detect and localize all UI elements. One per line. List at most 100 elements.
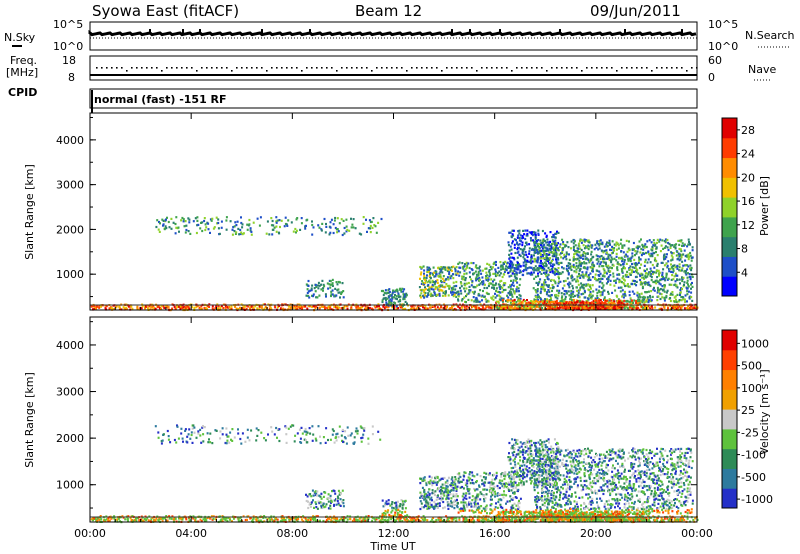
range-time-cell <box>696 518 699 521</box>
range-time-cell <box>439 273 442 276</box>
range-time-cell <box>670 251 673 254</box>
freq-dot <box>211 67 213 69</box>
range-time-cell <box>512 279 515 282</box>
range-time-cell <box>570 301 573 304</box>
range-time-cell <box>374 519 377 522</box>
range-time-cell <box>533 277 536 280</box>
range-time-cell <box>632 241 635 245</box>
range-time-cell <box>546 248 549 251</box>
range-time-cell <box>343 226 346 230</box>
range-time-cell <box>637 296 640 299</box>
range-time-cell <box>213 226 216 229</box>
range-time-cell <box>323 305 326 308</box>
range-time-cell <box>556 272 558 275</box>
range-time-cell <box>498 270 501 273</box>
range-time-cell <box>688 306 691 309</box>
range-time-cell <box>614 281 617 284</box>
range-time-cell <box>587 283 590 286</box>
range-time-cell <box>240 216 242 219</box>
range-time-cell <box>317 224 320 227</box>
range-time-cell <box>166 304 169 307</box>
range-time-cell <box>313 287 316 290</box>
range-time-cell <box>608 299 611 302</box>
range-time-cell <box>399 519 401 522</box>
range-time-cell <box>512 269 515 272</box>
range-time-cell <box>659 307 662 310</box>
range-time-cell <box>229 431 232 434</box>
freq-dot <box>136 67 138 69</box>
range-time-cell <box>515 264 517 267</box>
range-time-cell <box>581 271 584 274</box>
range-time-cell <box>641 243 644 246</box>
range-time-cell <box>694 306 697 310</box>
range-time-cell <box>551 289 553 293</box>
range-time-cell <box>537 256 540 259</box>
range-time-cell <box>418 286 421 289</box>
range-time-cell <box>296 307 299 310</box>
range-time-cell <box>569 265 572 268</box>
range-time-cell <box>671 258 674 261</box>
range-time-cell <box>555 260 558 263</box>
range-time-cell <box>258 305 261 308</box>
range-time-cell <box>460 285 463 288</box>
range-time-cell <box>554 270 557 273</box>
range-time-cell <box>655 279 658 282</box>
range-time-cell <box>680 239 683 242</box>
range-time-cell <box>593 264 596 267</box>
range-time-cell <box>639 274 642 278</box>
range-time-cell <box>423 274 426 277</box>
range-time-cell <box>638 259 641 262</box>
range-time-cell <box>464 279 467 282</box>
range-time-cell <box>636 268 639 272</box>
range-time-cell <box>166 306 169 309</box>
range-time-cell <box>557 294 560 297</box>
range-time-cell <box>518 239 521 242</box>
range-time-cell <box>432 516 435 519</box>
range-time-cell <box>452 281 455 284</box>
range-time-cell <box>154 307 157 310</box>
range-time-cell <box>135 519 138 523</box>
range-time-cell <box>503 283 506 287</box>
colorbar-segment <box>722 177 737 198</box>
range-time-cell <box>467 281 470 285</box>
range-time-cell <box>436 281 439 284</box>
freq-dot <box>156 67 158 69</box>
range-time-cell <box>579 256 582 259</box>
range-time-cell <box>557 270 559 273</box>
freq-dot <box>286 67 288 69</box>
range-time-cell <box>625 275 628 278</box>
freq-left-tick-bottom: 8 <box>68 71 75 84</box>
range-time-cell <box>509 256 512 259</box>
range-time-cell <box>179 517 182 520</box>
range-time-cell <box>337 436 340 439</box>
range-time-cell <box>590 250 593 253</box>
range-time-cell <box>643 298 646 301</box>
range-time-cell <box>284 518 287 521</box>
range-time-cell <box>385 519 388 522</box>
range-time-cell <box>463 296 466 299</box>
range-time-cell <box>181 306 184 310</box>
range-time-cell <box>528 231 531 234</box>
range-time-cell <box>311 425 314 428</box>
range-time-cell <box>592 255 595 258</box>
range-time-cell <box>592 290 595 293</box>
range-time-cell <box>672 252 675 255</box>
freq-dot <box>621 67 623 69</box>
range-time-cell <box>248 439 251 442</box>
range-time-cell <box>606 241 608 244</box>
range-time-cell <box>632 517 635 520</box>
range-time-cell <box>186 304 189 308</box>
range-time-cell <box>627 300 630 303</box>
range-time-cell <box>633 282 636 286</box>
range-time-cell <box>587 278 590 281</box>
range-time-cell <box>292 230 295 233</box>
range-time-cell <box>183 225 186 228</box>
range-time-cell <box>691 281 693 285</box>
range-time-cell <box>435 280 437 283</box>
range-time-cell <box>218 232 221 235</box>
freq-dot <box>241 67 243 69</box>
range-time-cell <box>517 243 520 246</box>
range-time-cell <box>538 250 541 253</box>
range-time-cell <box>501 299 504 302</box>
range-time-cell <box>477 274 480 277</box>
